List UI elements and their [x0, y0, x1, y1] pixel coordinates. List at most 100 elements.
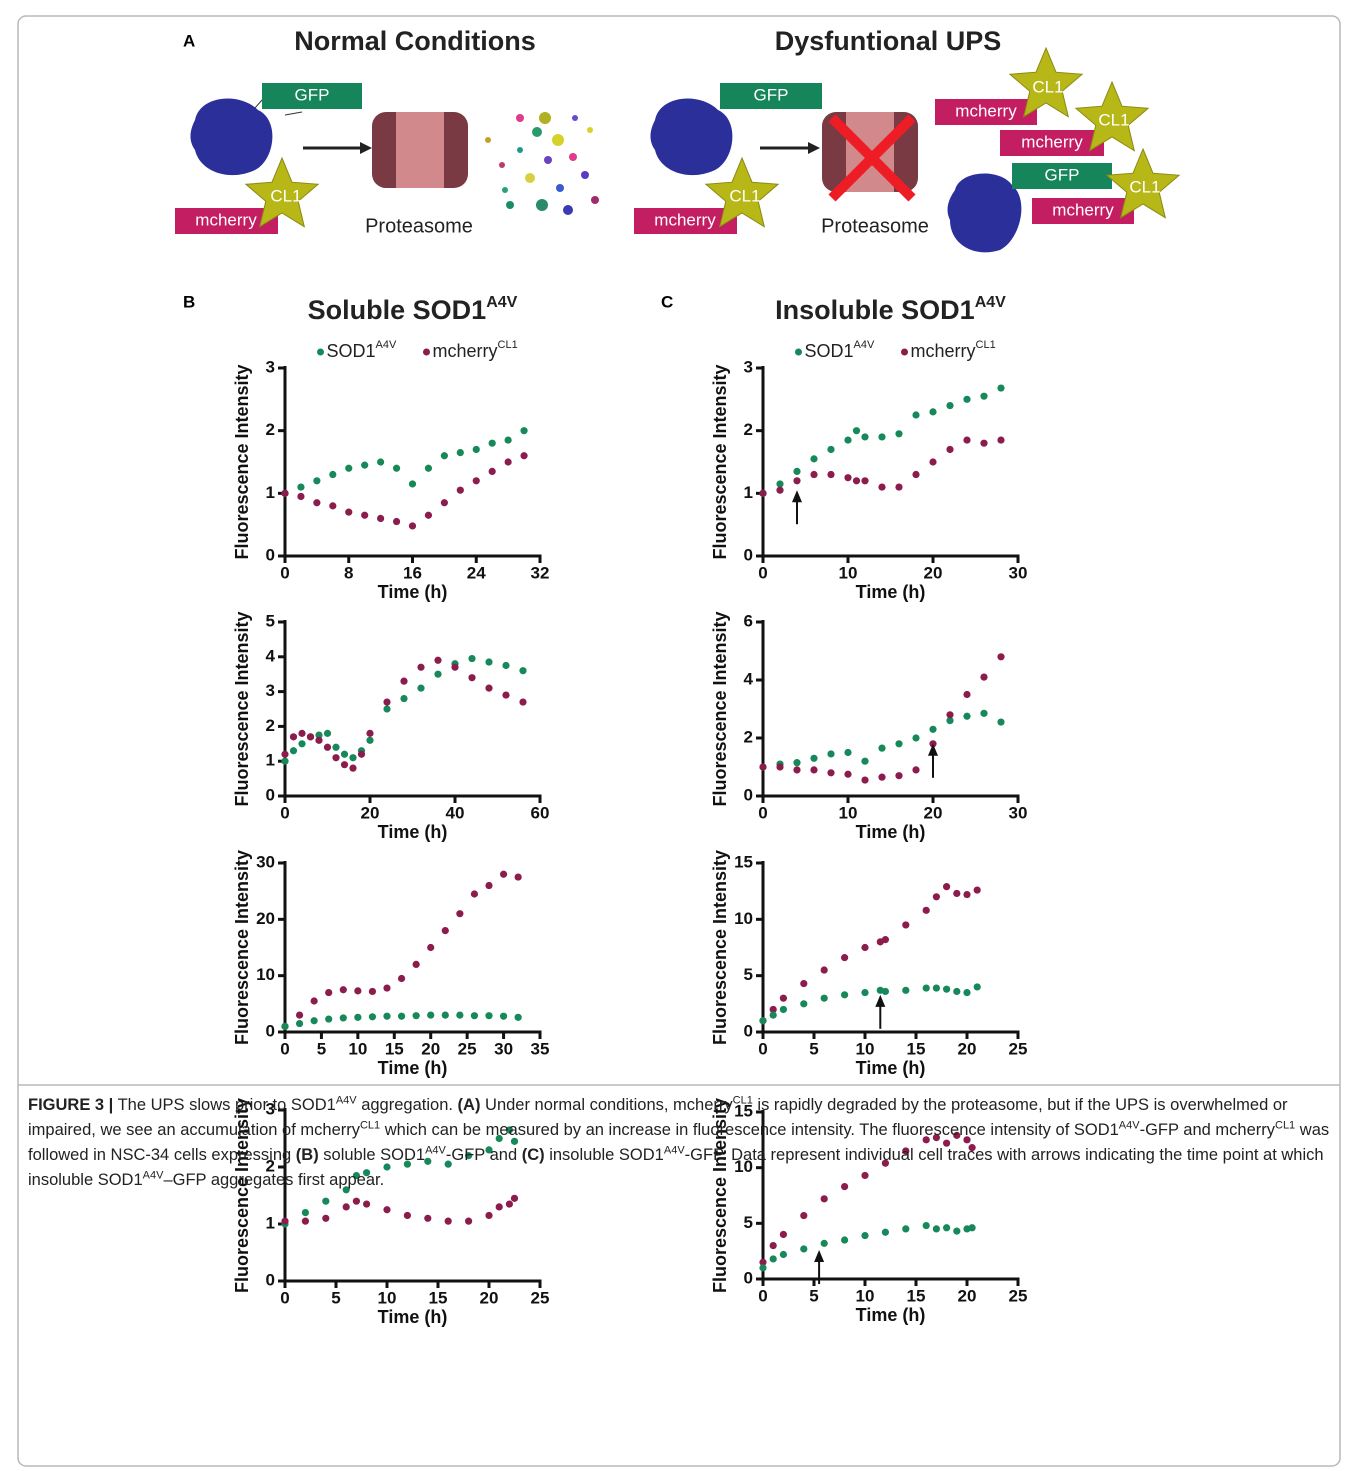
- x-tick-label: 15: [429, 1288, 448, 1307]
- y-tick-label: 3: [266, 681, 275, 700]
- tag-label: GFP: [754, 85, 789, 104]
- data-point: [780, 995, 787, 1002]
- data-point: [980, 710, 987, 717]
- data-point: [511, 1195, 518, 1202]
- data-point: [341, 751, 348, 758]
- x-tick-label: 24: [467, 563, 486, 582]
- data-point: [953, 1228, 960, 1235]
- data-point: [929, 408, 936, 415]
- data-point: [313, 477, 320, 484]
- y-tick-label: 2: [744, 727, 753, 746]
- data-point: [519, 698, 526, 705]
- data-point: [343, 1203, 350, 1210]
- data-point: [853, 477, 860, 484]
- x-tick-label: 30: [1009, 563, 1028, 582]
- legend-superscript: A4V: [376, 339, 397, 351]
- y-tick-label: 0: [266, 1021, 275, 1040]
- data-point: [963, 713, 970, 720]
- y-tick-label: 0: [744, 1268, 753, 1287]
- data-point: [963, 396, 970, 403]
- data-point: [902, 1225, 909, 1232]
- data-point: [980, 440, 987, 447]
- data-point: [933, 984, 940, 991]
- data-point: [844, 749, 851, 756]
- x-tick-label: 10: [378, 1288, 397, 1307]
- y-tick-label: 2: [266, 716, 275, 735]
- y-tick-label: 1: [744, 483, 753, 502]
- y-tick-label: 3: [744, 357, 753, 376]
- data-point: [861, 989, 868, 996]
- data-point: [895, 430, 902, 437]
- caption-text: insoluble SOD1: [545, 1146, 664, 1164]
- y-tick-label: 0: [744, 545, 753, 564]
- y-tick-label: 0: [266, 1270, 275, 1289]
- data-point: [434, 657, 441, 664]
- peptide: [591, 196, 599, 204]
- x-tick-label: 15: [907, 1039, 926, 1058]
- data-point: [844, 474, 851, 481]
- peptide: [572, 115, 578, 121]
- caption-text: A4V: [425, 1145, 446, 1157]
- y-axis-label: Fluorescence Intensity: [710, 364, 730, 559]
- tag-label: mcherry: [1052, 200, 1114, 219]
- peptide: [563, 205, 573, 215]
- data-point: [353, 1198, 360, 1205]
- legend-superscript: CL1: [976, 339, 996, 351]
- data-point: [307, 733, 314, 740]
- panel-title: Dysfuntional UPS: [775, 26, 1002, 56]
- data-point: [383, 698, 390, 705]
- x-tick-label: 5: [331, 1288, 340, 1307]
- data-point: [485, 685, 492, 692]
- proteasome-core: [396, 112, 444, 188]
- data-point: [297, 483, 304, 490]
- data-point: [800, 1000, 807, 1007]
- data-point: [933, 893, 940, 900]
- y-axis-label: Fluorescence Intensity: [710, 850, 730, 1045]
- data-point: [457, 487, 464, 494]
- data-point: [997, 718, 1004, 725]
- data-point: [332, 754, 339, 761]
- data-point: [861, 944, 868, 951]
- data-point: [425, 465, 432, 472]
- data-point: [345, 465, 352, 472]
- x-tick-label: 10: [856, 1039, 875, 1058]
- data-point: [878, 433, 885, 440]
- data-point: [780, 1006, 787, 1013]
- y-tick-label: 15: [734, 852, 753, 871]
- x-tick-label: 15: [907, 1286, 926, 1305]
- arrow-head: [808, 142, 820, 154]
- legend-entry: SOD1A4V: [327, 339, 397, 361]
- y-tick-label: 2: [266, 420, 275, 439]
- data-point: [500, 871, 507, 878]
- x-tick-label: 10: [839, 563, 858, 582]
- x-tick-label: 60: [531, 803, 550, 822]
- peptide: [556, 184, 564, 192]
- data-point: [882, 1229, 889, 1236]
- data-point: [759, 763, 766, 770]
- data-point: [302, 1209, 309, 1216]
- tag-label: CL1: [1129, 177, 1160, 196]
- data-point: [895, 740, 902, 747]
- data-point: [324, 730, 331, 737]
- data-point: [810, 755, 817, 762]
- peptide: [517, 147, 523, 153]
- data-point: [485, 882, 492, 889]
- data-point: [393, 465, 400, 472]
- data-point: [800, 1245, 807, 1252]
- data-point: [296, 1020, 303, 1027]
- protein: [650, 99, 732, 176]
- data-point: [281, 1218, 288, 1225]
- tag-label: CL1: [1032, 77, 1063, 96]
- data-point: [963, 989, 970, 996]
- data-point: [861, 776, 868, 783]
- data-point: [302, 1218, 309, 1225]
- caption-text: CL1: [733, 1095, 753, 1107]
- data-point: [383, 984, 390, 991]
- legend-marker: [795, 349, 802, 356]
- x-tick-label: 30: [494, 1039, 513, 1058]
- data-point: [281, 490, 288, 497]
- y-tick-label: 5: [266, 611, 275, 630]
- data-point: [776, 480, 783, 487]
- data-point: [489, 440, 496, 447]
- peptide: [502, 187, 508, 193]
